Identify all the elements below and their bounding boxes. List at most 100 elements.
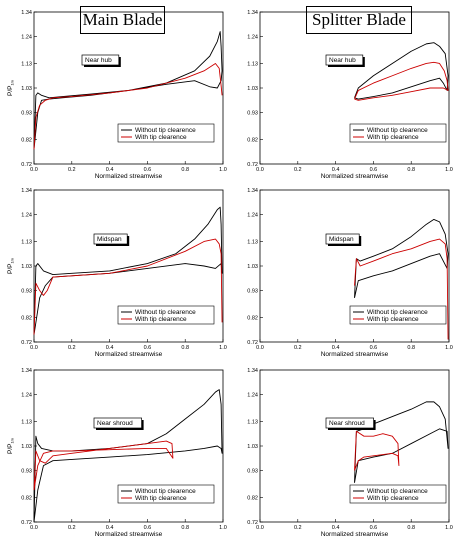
series-with-tip-clearence [33,63,223,150]
x-tick-label: 0.8 [407,345,415,351]
legend-entry: Without tip clearence [367,488,428,495]
y-tick-label: 1.34 [247,188,258,194]
annotation-label: Near shroud [97,420,133,427]
legend-box [349,305,447,325]
annotation-box [93,233,128,245]
legend-entry: Without tip clearence [367,309,428,316]
x-tick-label: 1.0 [445,167,453,173]
x-axis-label: Normalized streamwise [95,173,163,180]
series-with-tip-clearence [33,440,174,491]
y-tick-label: 1.13 [21,239,32,245]
y-tick-label: 0.93 [21,111,32,117]
y-tick-label: 1.24 [247,393,258,399]
x-axis-label: Normalized streamwise [95,351,163,358]
series-with-tip-clearence [354,238,449,340]
x-axis-label: Normalized streamwise [321,173,389,180]
legend-box [117,305,215,325]
legend-entry: With tip clearence [367,495,419,502]
legend-entry: With tip clearence [367,316,419,323]
x-tick-label: 0.8 [181,345,189,351]
y-tick-label: 0.93 [247,289,258,295]
legend-entry: Without tip clearence [135,309,196,316]
annotation-label: Near shroud [329,420,365,427]
annotation-label: Near hub [85,57,112,64]
series-without-tip-clearence [354,401,449,483]
x-axis-label: Normalized streamwise [321,351,389,358]
y-tick-label: 1.13 [247,419,258,425]
y-tick-label: 1.34 [247,10,258,16]
series-with-tip-clearence [33,238,223,335]
x-tick-label: 0.0 [256,345,264,351]
y-tick-label: 0.72 [21,340,32,346]
legend-entry: With tip clearence [367,134,419,141]
annotation-box [325,233,360,245]
y-tick-label: 1.03 [21,86,32,92]
x-tick-label: 0.2 [68,167,76,173]
y-tick-label: 1.24 [247,35,258,41]
x-tick-label: 0.8 [181,167,189,173]
x-tick-label: 0.0 [256,525,264,531]
x-tick-label: 0.2 [294,167,302,173]
x-tick-label: 0.6 [370,167,378,173]
x-tick-label: 0.4 [106,167,114,173]
x-tick-label: 0.8 [407,525,415,531]
y-tick-label: 0.82 [21,315,32,321]
x-tick-label: 0.4 [332,525,340,531]
y-axis-label-subscript: 1m [10,437,15,443]
x-axis-label: Normalized streamwise [95,531,163,538]
legend-entry: With tip clearence [135,316,187,323]
panel-main-near-hub: 0.0 0.2 0.4 0.6 0.8 1.0 0.72 0.82 0.93 1.03 1.13 1.… [7,10,227,180]
y-axis-label-subscript: 1m [10,257,15,263]
panel-main-near-shroud: 0.0 0.2 0.4 0.6 0.8 1.0 0.72 0.82 0.93 1.03 1.13 1.… [7,368,227,538]
y-tick-label: 0.72 [247,340,258,346]
legend-entry: Without tip clearence [135,488,196,495]
x-tick-label: 0.4 [106,525,114,531]
x-tick-label: 0.6 [144,345,152,351]
y-tick-label: 0.93 [247,469,258,475]
y-axis-label: P/P1m [7,79,15,96]
x-tick-label: 1.0 [445,525,453,531]
y-tick-label: 1.03 [21,444,32,450]
x-tick-label: 0.6 [144,525,152,531]
annotation-box [325,417,374,429]
y-tick-label: 0.82 [21,495,32,501]
y-tick-label: 0.82 [247,137,258,143]
y-tick-label: 0.72 [21,162,32,168]
x-tick-label: 0.6 [370,345,378,351]
y-tick-label: 1.13 [247,239,258,245]
legend-entry: With tip clearence [135,134,187,141]
y-tick-label: 1.34 [21,10,32,16]
x-tick-label: 0.6 [144,167,152,173]
legend-entry: Without tip clearence [367,127,428,134]
panel-splitter-midspan: 0.0 0.2 0.4 0.6 0.8 1.0 0.72 0.82 0.93 1.03 1.13 1.… [247,188,453,358]
y-axis-label: P/P1m [7,257,15,274]
annotation-label: Near hub [329,57,356,64]
annotation-box [325,54,364,66]
y-tick-label: 0.93 [21,289,32,295]
series-with-tip-clearence [354,430,400,471]
annotation-box [93,417,142,429]
y-tick-label: 0.93 [247,111,258,117]
legend-entry: With tip clearence [135,495,187,502]
y-tick-label: 1.24 [247,213,258,219]
legend-entry: Without tip clearence [135,127,196,134]
splitter-blade-title: Splitter Blade [306,6,412,34]
y-tick-label: 1.03 [247,264,258,270]
y-tick-label: 0.72 [247,162,258,168]
annotation-box [81,54,120,66]
x-tick-label: 0.0 [30,167,38,173]
y-tick-label: 1.13 [21,61,32,67]
y-axis-label-subscript: 1m [10,79,15,85]
y-tick-label: 0.93 [21,469,32,475]
x-axis-label: Normalized streamwise [321,531,389,538]
x-tick-label: 0.4 [106,345,114,351]
x-tick-label: 1.0 [219,345,227,351]
x-tick-label: 0.2 [68,345,76,351]
series-with-tip-clearence [354,61,449,101]
x-tick-label: 1.0 [219,525,227,531]
y-tick-label: 1.13 [21,419,32,425]
y-tick-label: 1.34 [21,188,32,194]
x-tick-label: 0.4 [332,167,340,173]
y-tick-label: 1.24 [21,35,32,41]
